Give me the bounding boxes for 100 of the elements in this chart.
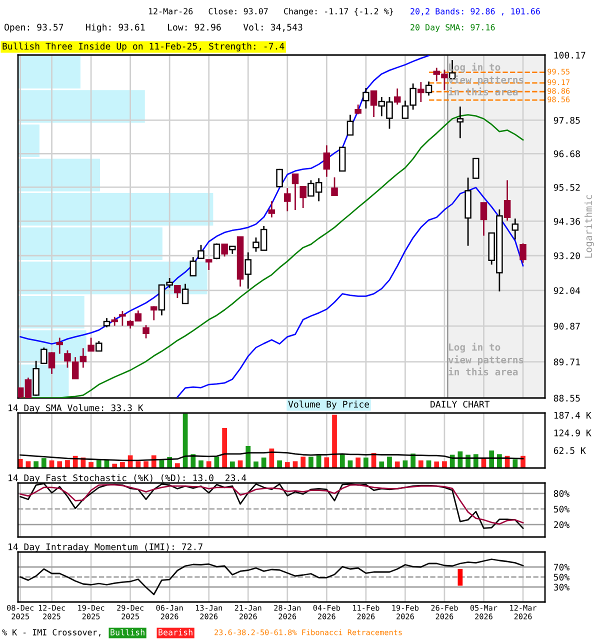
candlestick bbox=[425, 80, 432, 96]
bar bbox=[136, 461, 141, 468]
candlestick bbox=[520, 242, 526, 264]
candlestick bbox=[119, 310, 126, 326]
bar bbox=[18, 296, 84, 329]
text: 20,2 Bands: 92.86 , 101.66 bbox=[410, 8, 540, 16]
bar bbox=[356, 458, 361, 468]
bar bbox=[418, 460, 424, 468]
y-tick-label: 97.85 bbox=[554, 116, 580, 124]
chart-title: 14 Day Fast Stochastic (%K) (%D): 13.0 23.4 bbox=[8, 474, 246, 483]
bar bbox=[175, 463, 180, 468]
bar bbox=[379, 462, 384, 468]
bar bbox=[206, 461, 212, 468]
chart-title: 12-Mar-26 Close: 93.07 Change: -1.17 {-1.2 %} bbox=[149, 8, 393, 16]
candlestick bbox=[182, 283, 189, 304]
candlestick bbox=[394, 88, 401, 106]
bar bbox=[489, 450, 494, 468]
candlestick bbox=[268, 200, 276, 218]
bar bbox=[254, 462, 258, 468]
bar bbox=[387, 456, 392, 468]
y-tick-label: 90.87 bbox=[554, 322, 580, 330]
bar bbox=[269, 448, 274, 468]
candlestick bbox=[362, 87, 370, 110]
line-series bbox=[20, 114, 524, 398]
y-tick-label: 96.68 bbox=[554, 150, 580, 158]
text: Bullish Three Inside Up on 11-Feb-25, Strength: -7.4 bbox=[2, 42, 284, 52]
candlestick bbox=[64, 350, 71, 368]
bar bbox=[340, 454, 345, 468]
line-series bbox=[176, 186, 524, 398]
bar bbox=[230, 462, 235, 468]
bar bbox=[41, 458, 46, 468]
y-tick-label: 89.71 bbox=[554, 358, 580, 366]
text: Bearish bbox=[158, 628, 192, 636]
candlestick bbox=[456, 106, 464, 139]
bar bbox=[284, 462, 290, 468]
bar bbox=[458, 451, 463, 468]
candlestick bbox=[205, 259, 212, 271]
bar bbox=[120, 462, 125, 468]
candlestick bbox=[346, 114, 354, 136]
candlestick bbox=[221, 244, 228, 258]
bar bbox=[308, 456, 314, 468]
candlestick bbox=[56, 337, 63, 354]
line-series bbox=[20, 55, 430, 345]
chart-title: 14 Day SMA Volume: 33.3 K bbox=[8, 404, 144, 413]
y-tick-label: 50% bbox=[554, 506, 570, 513]
bar bbox=[65, 460, 70, 468]
y-tick-label: 50% bbox=[554, 574, 570, 581]
bar bbox=[394, 462, 400, 468]
y-tick-label: 70% bbox=[554, 564, 570, 571]
candlestick bbox=[244, 252, 252, 290]
y-tick-label: 94.36 bbox=[554, 218, 580, 225]
chart-subtitle: Open: 93.57 High: 93.61 Low: 92.96 Vol: 34,543 bbox=[4, 24, 302, 32]
candlestick bbox=[370, 90, 378, 118]
candlestick bbox=[142, 324, 150, 340]
bar bbox=[34, 461, 38, 468]
text: Volume By Price bbox=[288, 400, 369, 410]
y-axis-title: Logarithmic bbox=[584, 195, 594, 258]
y-tick-label: 88.55 bbox=[554, 394, 580, 402]
y-tick-label: 93.20 bbox=[554, 252, 580, 260]
text: 20 Day SMA: 97.16 bbox=[410, 24, 495, 32]
bar bbox=[261, 458, 266, 468]
bar bbox=[363, 458, 368, 468]
candlestick bbox=[190, 256, 197, 276]
bar bbox=[246, 446, 251, 468]
bar bbox=[332, 414, 337, 468]
bar bbox=[96, 460, 102, 468]
bar bbox=[222, 428, 227, 468]
candlestick bbox=[40, 346, 48, 364]
bar bbox=[198, 460, 204, 468]
candlestick bbox=[323, 144, 330, 178]
candlestick bbox=[331, 176, 338, 196]
y-tick-label: 124.9 K bbox=[554, 430, 592, 436]
bar bbox=[144, 461, 148, 468]
candlestick bbox=[96, 340, 102, 352]
bar bbox=[442, 461, 447, 468]
y-tick-label: 62.5 K bbox=[554, 447, 586, 454]
y-tick-label: 100.17 bbox=[554, 52, 586, 59]
candlestick bbox=[284, 187, 291, 212]
y-tick-label: 80% bbox=[554, 490, 570, 497]
bar bbox=[57, 461, 62, 468]
text: DAILY CHART bbox=[430, 400, 490, 408]
candlestick bbox=[88, 337, 94, 352]
candlestick bbox=[338, 146, 346, 172]
text: Bullish bbox=[110, 628, 144, 636]
candlestick bbox=[472, 158, 480, 179]
y-tick-label: 30% bbox=[554, 584, 570, 591]
candlestick bbox=[480, 202, 488, 236]
bar bbox=[520, 456, 526, 468]
bar bbox=[434, 462, 440, 468]
candlestick bbox=[418, 81, 424, 103]
y-tick-label: 92.04 bbox=[554, 287, 580, 294]
y-tick-label: 95.52 bbox=[554, 184, 580, 191]
candlestick bbox=[174, 284, 181, 299]
bar bbox=[300, 456, 306, 468]
candlestick bbox=[198, 244, 204, 260]
candlestick bbox=[300, 186, 306, 209]
candlestick bbox=[354, 104, 362, 115]
candlestick bbox=[512, 218, 519, 240]
y-tick-label: 187.4 K bbox=[554, 412, 592, 419]
candlestick bbox=[292, 173, 299, 211]
